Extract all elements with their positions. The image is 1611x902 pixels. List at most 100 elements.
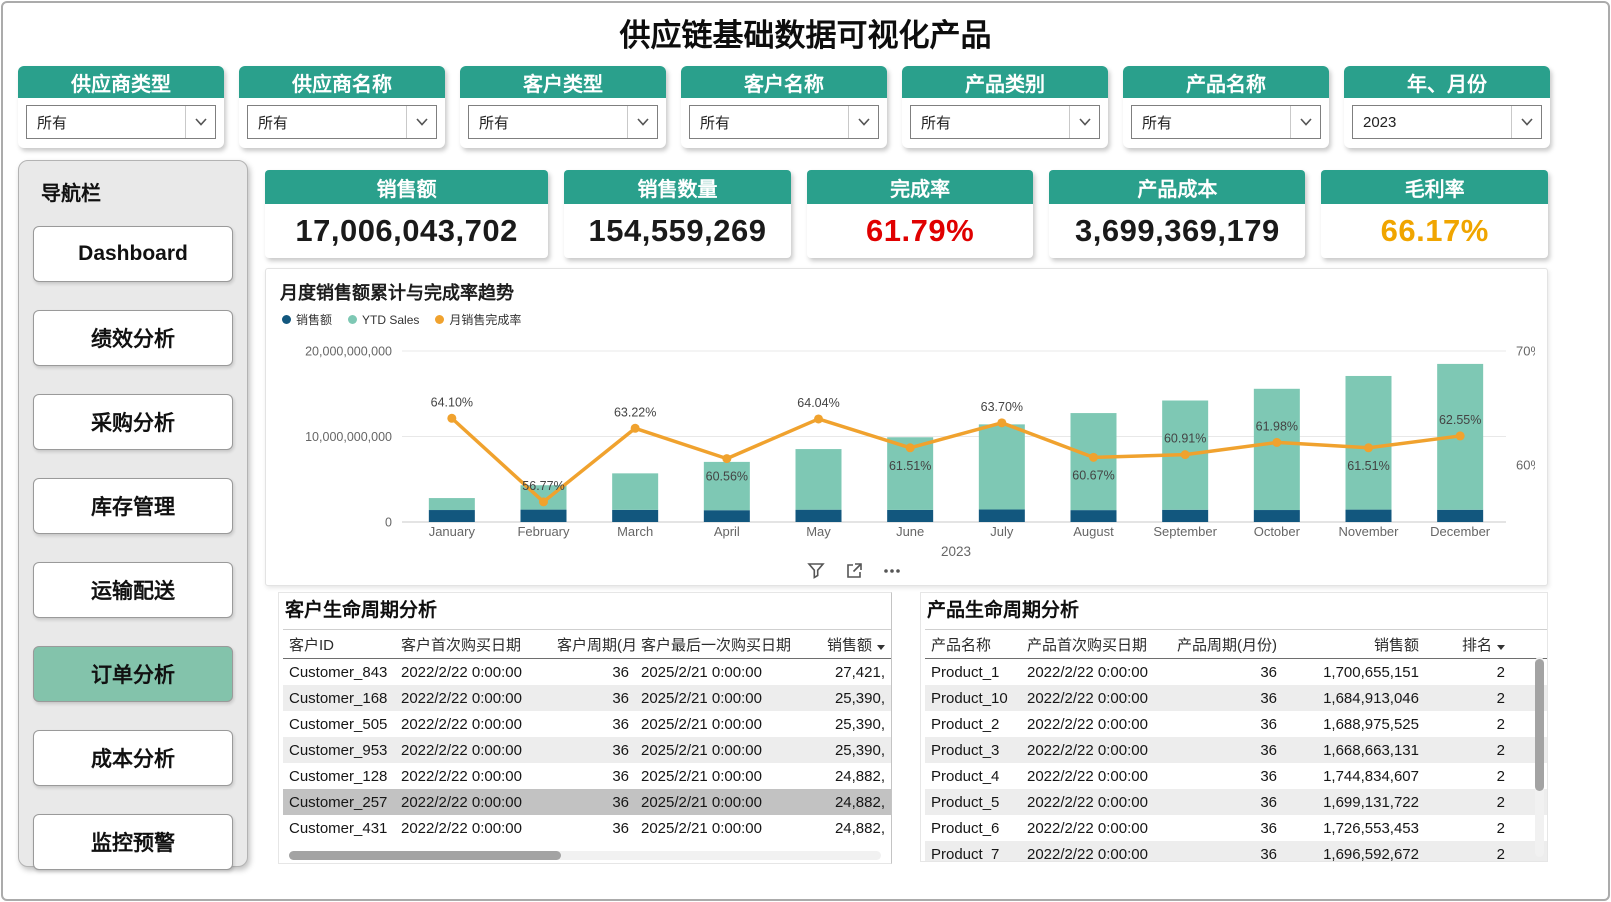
table-cell: Customer_953 <box>289 741 388 759</box>
sidebar-item-order-analysis[interactable]: 订单分析 <box>33 646 233 702</box>
data-label: 63.22% <box>614 405 656 419</box>
column-header[interactable]: 销售额 <box>811 634 891 655</box>
column-header[interactable]: 销售额 <box>1373 636 1419 654</box>
table-cell: 2022/2/22 0:00:00 <box>1027 819 1148 837</box>
kpi-label: 完成率 <box>806 170 1034 204</box>
scrollbar-thumb[interactable] <box>289 851 561 860</box>
kpi-value: 17,006,043,702 <box>295 213 518 248</box>
filter-customer-type-dropdown[interactable]: 所有 <box>468 105 658 139</box>
focus-mode-icon[interactable] <box>844 561 864 581</box>
filter-body: 所有 <box>1123 98 1329 148</box>
bar-segment-monthly-sales[interactable] <box>428 510 475 522</box>
horizontal-scrollbar[interactable] <box>289 851 881 860</box>
legend-item[interactable]: 销售额 <box>282 311 332 328</box>
table-row[interactable]: Customer_953 2022/2/22 0:00:00 36 2025/2/21… <box>283 737 891 763</box>
table-cell: 1,726,553,453 <box>1323 819 1419 837</box>
bar-segment-ytd-sales[interactable] <box>1345 375 1392 510</box>
bar-segment-monthly-sales[interactable] <box>795 509 842 522</box>
column-header[interactable]: 客户ID <box>289 636 335 654</box>
line-point[interactable] <box>722 454 732 464</box>
column-header[interactable]: 客户首次购买日期 <box>401 636 522 654</box>
table-cell: 2022/2/22 0:00:00 <box>1027 793 1148 811</box>
table-row[interactable]: Product_5 2022/2/22 0:00:00 36 1,699,131,72… <box>925 789 1547 815</box>
line-point[interactable] <box>447 413 457 423</box>
table-row[interactable]: Customer_505 2022/2/22 0:00:00 36 2025/2/21… <box>283 711 891 737</box>
filter-product-name-dropdown[interactable]: 所有 <box>1131 105 1321 139</box>
bar-segment-ytd-sales[interactable] <box>703 461 750 511</box>
bar-segment-monthly-sales[interactable] <box>520 509 567 522</box>
table-row[interactable]: Customer_257 2022/2/22 0:00:00 36 2025/2/21… <box>283 789 891 815</box>
table-row[interactable]: Product_4 2022/2/22 0:00:00 36 1,744,834,60… <box>925 763 1547 789</box>
line-point[interactable] <box>630 423 640 433</box>
filter-customer-name-dropdown[interactable]: 所有 <box>689 105 879 139</box>
column-header[interactable]: 客户最后一次购买日期 <box>641 636 792 654</box>
x-axis-label: November <box>1339 524 1400 539</box>
bar-segment-ytd-sales[interactable] <box>978 424 1025 510</box>
filter-supplier-name-dropdown[interactable]: 所有 <box>247 105 437 139</box>
table-row[interactable]: Product_6 2022/2/22 0:00:00 36 1,726,553,45… <box>925 815 1547 841</box>
table-row[interactable]: Customer_431 2022/2/22 0:00:00 36 2025/2/21… <box>283 815 891 841</box>
table-cell: 2025/2/21 0:00:00 <box>641 689 762 707</box>
bar-segment-monthly-sales[interactable] <box>1070 510 1117 522</box>
bar-segment-ytd-sales[interactable] <box>1253 388 1300 511</box>
bar-segment-ytd-sales[interactable] <box>612 473 659 510</box>
bar-segment-monthly-sales[interactable] <box>1437 509 1484 522</box>
bar-segment-monthly-sales[interactable] <box>703 510 750 522</box>
data-label: 60.56% <box>706 470 748 484</box>
sidebar-item-cost-analysis[interactable]: 成本分析 <box>33 730 233 786</box>
legend-item[interactable]: 月销售完成率 <box>435 311 521 328</box>
sidebar-item-transport-delivery[interactable]: 运输配送 <box>33 562 233 618</box>
column-header[interactable]: 产品首次购买日期 <box>1027 636 1148 654</box>
filter-supplier-type-dropdown[interactable]: 所有 <box>26 105 216 139</box>
sidebar-item-monitoring-alerts[interactable]: 监控预警 <box>33 814 233 870</box>
line-point[interactable] <box>1272 437 1282 447</box>
column-header[interactable]: 产品周期(月份) <box>1177 636 1277 654</box>
legend-item[interactable]: YTD Sales <box>348 313 419 327</box>
table-row[interactable]: Customer_128 2022/2/22 0:00:00 36 2025/2/21… <box>283 763 891 789</box>
table-cell: Product_7 <box>931 845 1000 862</box>
table-row[interactable]: Customer_168 2022/2/22 0:00:00 36 2025/2/21… <box>283 685 891 711</box>
more-options-icon[interactable] <box>882 561 902 581</box>
scrollbar-thumb[interactable] <box>1535 659 1544 791</box>
line-point[interactable] <box>814 414 823 424</box>
filter-icon[interactable] <box>806 561 826 581</box>
column-header[interactable]: 排名 <box>1425 634 1511 655</box>
bar-segment-monthly-sales[interactable] <box>887 509 934 522</box>
bar-segment-monthly-sales[interactable] <box>1253 510 1300 522</box>
column-header[interactable]: 产品名称 <box>931 636 992 654</box>
sidebar-item-performance-analysis[interactable]: 绩效分析 <box>33 310 233 366</box>
table-row[interactable]: Product_10 2022/2/22 0:00:00 36 1,684,913,0… <box>925 685 1547 711</box>
table-cell: Customer_128 <box>289 767 388 785</box>
x-axis-label: June <box>896 524 924 539</box>
sidebar-item-dashboard[interactable]: Dashboard <box>33 226 233 282</box>
sort-desc-icon <box>1497 644 1505 650</box>
sidebar-item-inventory-management[interactable]: 库存管理 <box>33 478 233 534</box>
line-point[interactable] <box>1180 450 1190 460</box>
line-point[interactable] <box>905 443 915 453</box>
filter-year-month-dropdown[interactable]: 2023 <box>1352 105 1542 139</box>
line-point[interactable] <box>1455 431 1465 441</box>
table-row[interactable]: Product_2 2022/2/22 0:00:00 36 1,688,975,52… <box>925 711 1547 737</box>
bar-segment-ytd-sales[interactable] <box>795 449 842 510</box>
bar-segment-monthly-sales[interactable] <box>1162 509 1209 522</box>
table-row[interactable]: Product_3 2022/2/22 0:00:00 36 1,668,663,13… <box>925 737 1547 763</box>
bar-segment-ytd-sales[interactable] <box>428 498 475 511</box>
table-row[interactable]: Product_1 2022/2/22 0:00:00 36 1,700,655,15… <box>925 659 1547 685</box>
data-label: 64.04% <box>797 396 839 410</box>
column-header[interactable]: 客户周期(月) <box>557 636 635 654</box>
line-point[interactable] <box>997 418 1007 428</box>
sidebar-item-procurement-analysis[interactable]: 采购分析 <box>33 394 233 450</box>
table-row[interactable]: Product_7 2022/2/22 0:00:00 36 1,696,592,67… <box>925 841 1547 862</box>
filter-product-category-dropdown[interactable]: 所有 <box>910 105 1100 139</box>
line-point[interactable] <box>539 497 548 507</box>
table-cell: 2025/2/21 0:00:00 <box>641 741 762 759</box>
x-axis-label: August <box>1073 524 1114 539</box>
bar-segment-monthly-sales[interactable] <box>612 509 659 522</box>
table-row[interactable]: Customer_843 2022/2/22 0:00:00 36 2025/2/21… <box>283 659 891 685</box>
line-point[interactable] <box>1364 443 1373 453</box>
bar-segment-monthly-sales[interactable] <box>1345 509 1392 522</box>
bar-segment-monthly-sales[interactable] <box>978 509 1025 522</box>
line-point[interactable] <box>1089 452 1098 462</box>
table-cell: Product_10 <box>931 689 1008 707</box>
vertical-scrollbar[interactable] <box>1535 657 1544 857</box>
